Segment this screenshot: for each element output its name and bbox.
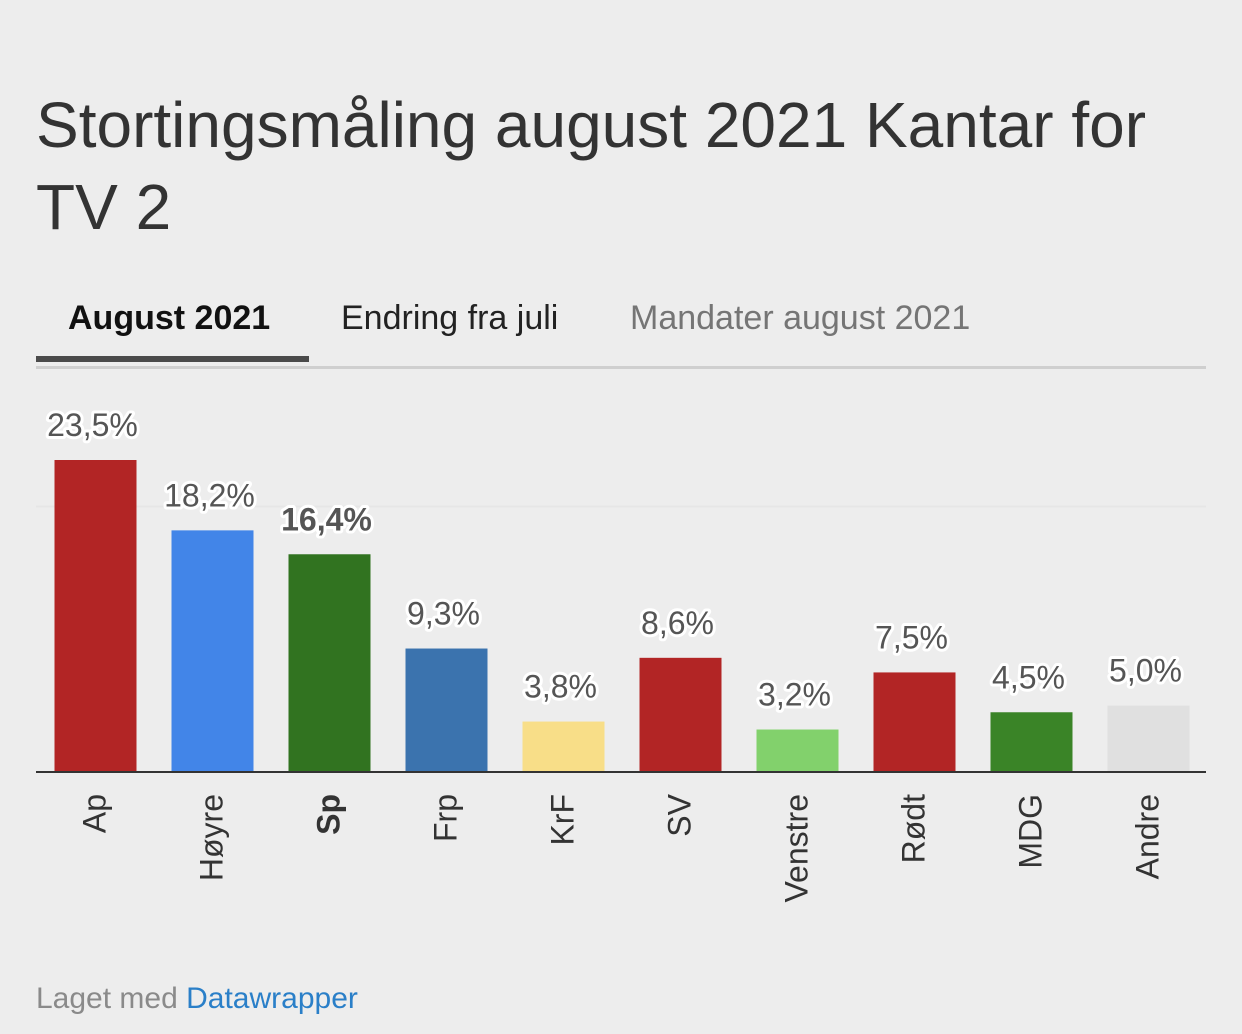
tab-august-2021[interactable]: August 2021 (68, 299, 271, 337)
bar-rodt (873, 672, 956, 772)
tab-bar: August 2021 Endring fra juli Mandater au… (36, 296, 1206, 366)
value-label-hoyre: 18,2% (164, 477, 255, 513)
value-label-andre: 5,0% (1109, 653, 1182, 689)
category-label-krf: KrF (545, 794, 581, 846)
value-label-sv: 8,6% (641, 605, 714, 641)
category-label-hoyre: Høyre (194, 794, 230, 881)
category-label-sp: Sp (311, 794, 347, 835)
value-label-rodt: 7,5% (875, 619, 948, 655)
value-label-frp: 9,3% (407, 596, 480, 632)
bar-frp (405, 648, 488, 772)
footer-prefix: Laget med (36, 982, 178, 1015)
value-label-krf: 3,8% (524, 669, 597, 705)
bar-mdg (990, 712, 1073, 772)
category-label-rodt: Rødt (896, 794, 932, 863)
bar-chart: 23,5% Ap 18,2% Høyre 16,4% Sp 9,3% Frp 3,8% KrF 8,… (36, 404, 1206, 903)
datawrapper-link[interactable]: Datawrapper (186, 982, 358, 1015)
bar-ap (54, 460, 137, 772)
category-label-andre: Andre (1130, 794, 1166, 879)
tab-bar-divider (36, 366, 1206, 369)
category-label-venstre: Venstre (779, 794, 815, 903)
value-label-sp: 16,4% (281, 501, 372, 537)
value-label-ap: 23,5% (47, 407, 138, 443)
bar-sp (288, 554, 371, 772)
category-label-mdg: MDG (1013, 794, 1049, 869)
bar-andre (1107, 705, 1190, 772)
bar-venstre (756, 729, 839, 772)
bar-hoyre (171, 530, 254, 772)
footer: Laget med Datawrapper (36, 982, 358, 1016)
tab-endring-fra-juli[interactable]: Endring fra juli (341, 299, 559, 337)
category-label-frp: Frp (428, 794, 464, 842)
category-label-ap: Ap (77, 794, 113, 833)
value-label-mdg: 4,5% (992, 659, 1065, 695)
bar-sv (639, 657, 722, 772)
chart-title: Stortingsmåling august 2021 Kantar for T… (36, 89, 1146, 243)
tab-mandater-august-2021[interactable]: Mandater august 2021 (630, 299, 971, 337)
bar-krf (522, 721, 605, 772)
active-tab-indicator (36, 356, 309, 362)
category-label-sv: SV (662, 793, 698, 836)
value-label-venstre: 3,2% (758, 677, 831, 713)
